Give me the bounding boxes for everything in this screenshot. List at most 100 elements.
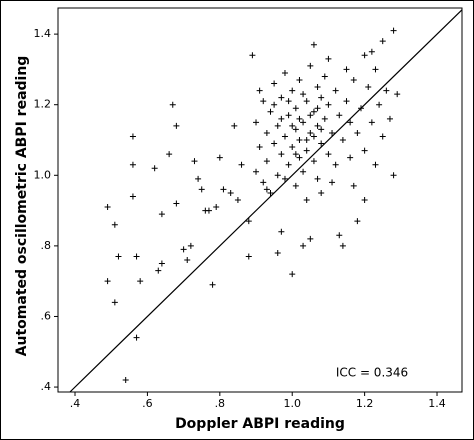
point <box>329 179 336 186</box>
point <box>245 253 252 260</box>
point <box>173 122 180 129</box>
point <box>195 175 202 182</box>
point <box>180 246 187 253</box>
point <box>343 66 350 73</box>
point <box>129 193 136 200</box>
point <box>314 105 321 112</box>
point <box>343 98 350 105</box>
point <box>260 179 267 186</box>
point <box>368 119 375 126</box>
point <box>292 182 299 189</box>
point <box>256 144 263 151</box>
point <box>281 133 288 140</box>
point <box>263 186 270 193</box>
point <box>173 200 180 207</box>
x-tick-label: .4 <box>70 397 81 410</box>
point <box>238 161 245 168</box>
point <box>274 249 281 256</box>
point <box>379 38 386 45</box>
annotation: ICC = 0.346 <box>336 366 408 380</box>
point <box>318 126 325 133</box>
x-tick-label: 1.2 <box>356 397 374 410</box>
point <box>227 189 234 196</box>
point <box>318 140 325 147</box>
point <box>354 218 361 225</box>
point <box>314 175 321 182</box>
point <box>350 182 357 189</box>
point <box>115 253 122 260</box>
point <box>133 334 140 341</box>
x-axis-title: Doppler ABPI reading <box>175 416 345 432</box>
point <box>318 94 325 101</box>
point <box>314 84 321 91</box>
point <box>332 87 339 94</box>
point <box>365 84 372 91</box>
y-tick-label: .8 <box>41 239 52 252</box>
point <box>310 108 317 115</box>
point <box>151 165 158 172</box>
point <box>234 197 241 203</box>
point <box>390 27 397 34</box>
point <box>383 87 390 94</box>
point <box>191 158 198 165</box>
point <box>256 87 263 94</box>
point <box>278 115 285 122</box>
point <box>376 101 383 108</box>
point <box>307 62 314 69</box>
point <box>372 161 379 168</box>
point <box>361 197 368 203</box>
point <box>281 69 288 76</box>
point <box>289 87 296 94</box>
point <box>111 221 118 228</box>
plot-area <box>57 7 463 393</box>
point <box>314 122 321 129</box>
point <box>263 158 270 165</box>
x-tick-label: 1.4 <box>428 397 446 410</box>
point <box>394 91 401 98</box>
point <box>310 41 317 48</box>
point <box>296 154 303 161</box>
point <box>104 204 111 211</box>
point <box>336 112 343 119</box>
point <box>216 154 223 161</box>
point <box>325 55 332 62</box>
y-tick-label: .4 <box>41 380 52 393</box>
point <box>245 218 252 225</box>
point <box>292 105 299 112</box>
point <box>300 168 307 175</box>
point <box>289 271 296 278</box>
point <box>253 168 260 175</box>
y-tick-label: 1.0 <box>34 168 52 181</box>
point <box>158 260 165 267</box>
point <box>303 147 310 154</box>
point <box>325 101 332 108</box>
point <box>231 122 238 129</box>
point <box>271 140 278 147</box>
point <box>307 129 314 136</box>
point <box>281 175 288 182</box>
point <box>278 228 285 235</box>
point <box>358 105 364 112</box>
point <box>300 242 307 249</box>
point <box>187 242 194 249</box>
y-tick-label: .6 <box>41 309 52 322</box>
point <box>260 98 267 105</box>
point <box>111 299 118 306</box>
point <box>285 161 292 168</box>
point <box>209 281 216 288</box>
y-axis-title: Automated oscillometric ABPI reading <box>14 56 30 357</box>
point <box>310 158 317 165</box>
point <box>318 189 325 196</box>
point <box>137 278 144 285</box>
point <box>354 129 361 136</box>
point <box>347 154 354 161</box>
point <box>292 151 299 158</box>
point <box>213 204 220 211</box>
point <box>332 161 339 168</box>
point <box>158 211 165 218</box>
x-tick-label: .8 <box>215 397 226 410</box>
point <box>339 242 346 249</box>
point <box>267 108 274 115</box>
point <box>336 232 343 239</box>
point <box>285 112 292 119</box>
